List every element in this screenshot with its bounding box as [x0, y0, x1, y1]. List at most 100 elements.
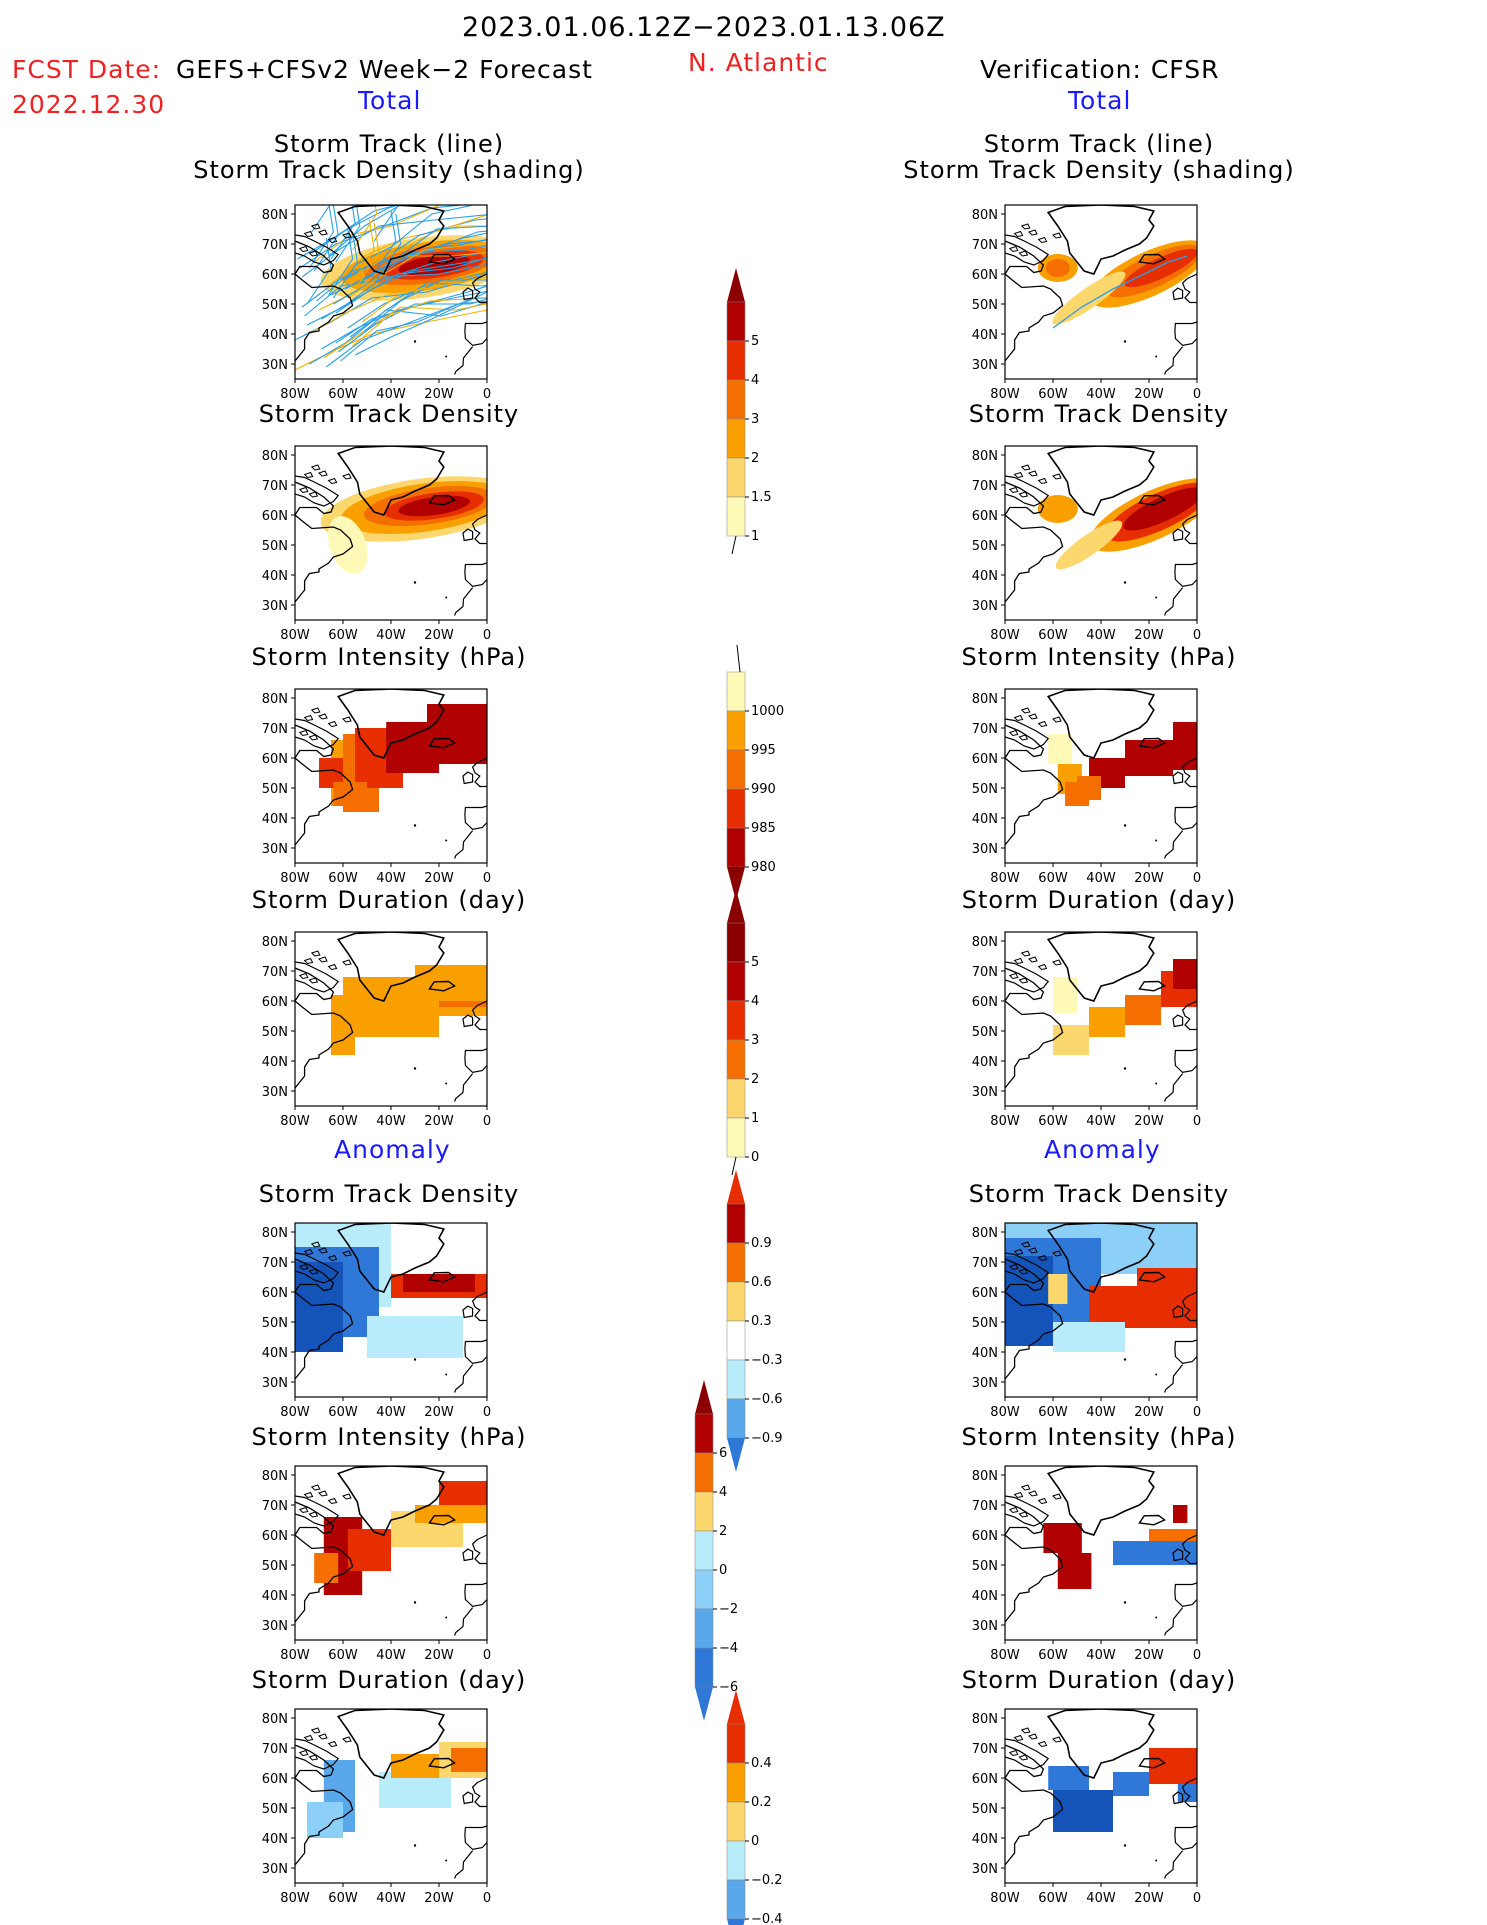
lat-tick-label: 40N [972, 1055, 998, 1070]
lon-tick-label: 0 [483, 1648, 491, 1663]
storm-track-line [359, 225, 487, 284]
panel-intensity-right: 80N 70N 60N 50N 40N 30N 80W 60W 40W 20W 0 [972, 688, 1201, 886]
panel-track-left: 80N 70N 60N 50N 40N 30N 80W 60W 40W 20W 0 [262, 204, 491, 402]
colorbar-label: −0.4 [751, 1912, 783, 1925]
section-total-right: Total [1068, 86, 1132, 115]
lat-tick-label: 40N [262, 569, 288, 584]
lon-tick-label: 0 [483, 1891, 491, 1906]
lat-tick-label: 60N [262, 509, 288, 524]
lon-tick-label: 20W [1134, 1114, 1164, 1129]
storm-track-line [332, 231, 358, 299]
lat-tick-label: 50N [262, 298, 288, 313]
section-total-left: Total [358, 86, 422, 115]
lat-tick-label: 40N [262, 1589, 288, 1604]
lon-tick-label: 0 [483, 628, 491, 643]
colorbar-swatch [726, 457, 746, 498]
lon-tick-label: 60W [328, 1405, 358, 1420]
lon-tick-label: 80W [280, 1891, 310, 1906]
lat-tick-label: 80N [972, 449, 998, 464]
fcst-model: GEFS+CFSv2 Week−2 Forecast [176, 55, 593, 84]
storm-track-line [311, 205, 400, 254]
title-intensity-right: Storm Intensity (hPa) [961, 643, 1237, 671]
colorbar-label: 0.6 [751, 1275, 772, 1290]
colorbar-bottom-triangle [695, 1687, 713, 1721]
panel-intensity-anom-right: 80N 70N 60N 50N 40N 30N 80W 60W 40W 20W 0 [972, 1465, 1201, 1663]
colorbar-label: −0.9 [751, 1431, 783, 1446]
storm-track-line [335, 257, 487, 314]
lat-tick-label: 60N [262, 752, 288, 767]
colorbar-swatch [694, 1530, 714, 1571]
title-intensity-left: Storm Intensity (hPa) [251, 643, 527, 671]
colorbar-swatch [726, 788, 746, 829]
storm-track-line [337, 298, 487, 353]
section-anomaly-right: Anomaly [1044, 1135, 1161, 1164]
colorbar-label: 0 [751, 1834, 759, 1849]
colorbar-label: 4 [751, 994, 759, 1009]
colorbar-swatch [726, 1359, 746, 1400]
lon-tick-label: 60W [1038, 1405, 1068, 1420]
colorbar-swatch [694, 1413, 714, 1454]
storm-track-line [376, 213, 402, 281]
colorbar-intensity: 1000 995 990 985 980 [726, 671, 784, 901]
colorbar-label: 0 [719, 1563, 727, 1578]
colorbar-label: −6 [719, 1680, 738, 1695]
lon-tick-label: 40W [1086, 1405, 1116, 1420]
lon-tick-label: 20W [424, 1648, 454, 1663]
lon-tick-label: 60W [1038, 1648, 1068, 1663]
lon-tick-label: 80W [990, 1114, 1020, 1129]
title-density-anom-left: Storm Track Density [258, 1180, 520, 1208]
colorbar-label: 3 [751, 412, 759, 427]
lon-tick-label: 20W [424, 387, 454, 402]
colorbar-swatch [726, 1723, 746, 1764]
storm-track-line [354, 291, 487, 356]
lat-tick-label: 60N [972, 509, 998, 524]
lat-tick-label: 60N [972, 1529, 998, 1544]
lon-tick-label: 40W [1086, 387, 1116, 402]
lon-tick-label: 40W [1086, 1891, 1116, 1906]
panel-density-left: 80N 70N 60N 50N 40N 30N 80W 60W 40W 20W 0 [262, 445, 491, 643]
lat-tick-label: 80N [262, 208, 288, 223]
colorbar-label: 0 [751, 1150, 759, 1165]
verification-label: Verification: CFSR [980, 55, 1220, 84]
storm-track-line [349, 282, 487, 338]
lat-tick-label: 70N [262, 238, 288, 253]
lon-tick-label: 20W [1134, 1405, 1164, 1420]
lon-tick-label: 80W [990, 1891, 1020, 1906]
lat-tick-label: 50N [972, 782, 998, 797]
lat-tick-label: 70N [972, 965, 998, 980]
lon-tick-label: 40W [376, 871, 406, 886]
colorbar-swatch [726, 710, 746, 751]
fcst-date: 2022.12.30 [12, 90, 166, 119]
lat-tick-label: 30N [972, 1376, 998, 1391]
title-track-line-right: Storm Track (line) [983, 130, 1215, 158]
panel-duration-left: 80N 70N 60N 50N 40N 30N 80W 60W 40W 20W 0 [262, 931, 491, 1129]
lat-tick-label: 40N [262, 1832, 288, 1847]
colorbar-swatch [726, 1762, 746, 1803]
title-track-shading-left: Storm Track Density (shading) [193, 156, 585, 184]
title-duration-left: Storm Duration (day) [251, 886, 527, 914]
colorbar-label: 0.2 [751, 1795, 772, 1810]
colorbar-swatch [726, 1840, 746, 1881]
lon-tick-label: 40W [1086, 628, 1116, 643]
storm-track-line [330, 205, 356, 260]
title-duration-anom-left: Storm Duration (day) [251, 1666, 527, 1694]
lat-tick-label: 80N [262, 449, 288, 464]
storm-track-line [352, 296, 487, 347]
lat-tick-label: 80N [972, 692, 998, 707]
lon-tick-label: 80W [990, 1648, 1020, 1663]
lon-tick-label: 0 [1193, 628, 1201, 643]
title-track-shading-right: Storm Track Density (shading) [903, 156, 1295, 184]
lat-tick-label: 40N [972, 1832, 998, 1847]
lat-tick-label: 60N [972, 268, 998, 283]
fcst-date-label: FCST Date: [12, 55, 162, 84]
lat-tick-label: 50N [972, 1559, 998, 1574]
title-density-left: Storm Track Density [258, 400, 520, 428]
title-duration-anom-right: Storm Duration (day) [961, 1666, 1237, 1694]
storm-track-line [347, 271, 487, 329]
storm-track-line [347, 242, 487, 299]
lat-tick-label: 80N [262, 1226, 288, 1241]
lon-tick-label: 80W [280, 1648, 310, 1663]
colorbar-swatch [694, 1491, 714, 1532]
lat-tick-label: 60N [972, 995, 998, 1010]
colorbar-swatch [726, 1879, 746, 1920]
